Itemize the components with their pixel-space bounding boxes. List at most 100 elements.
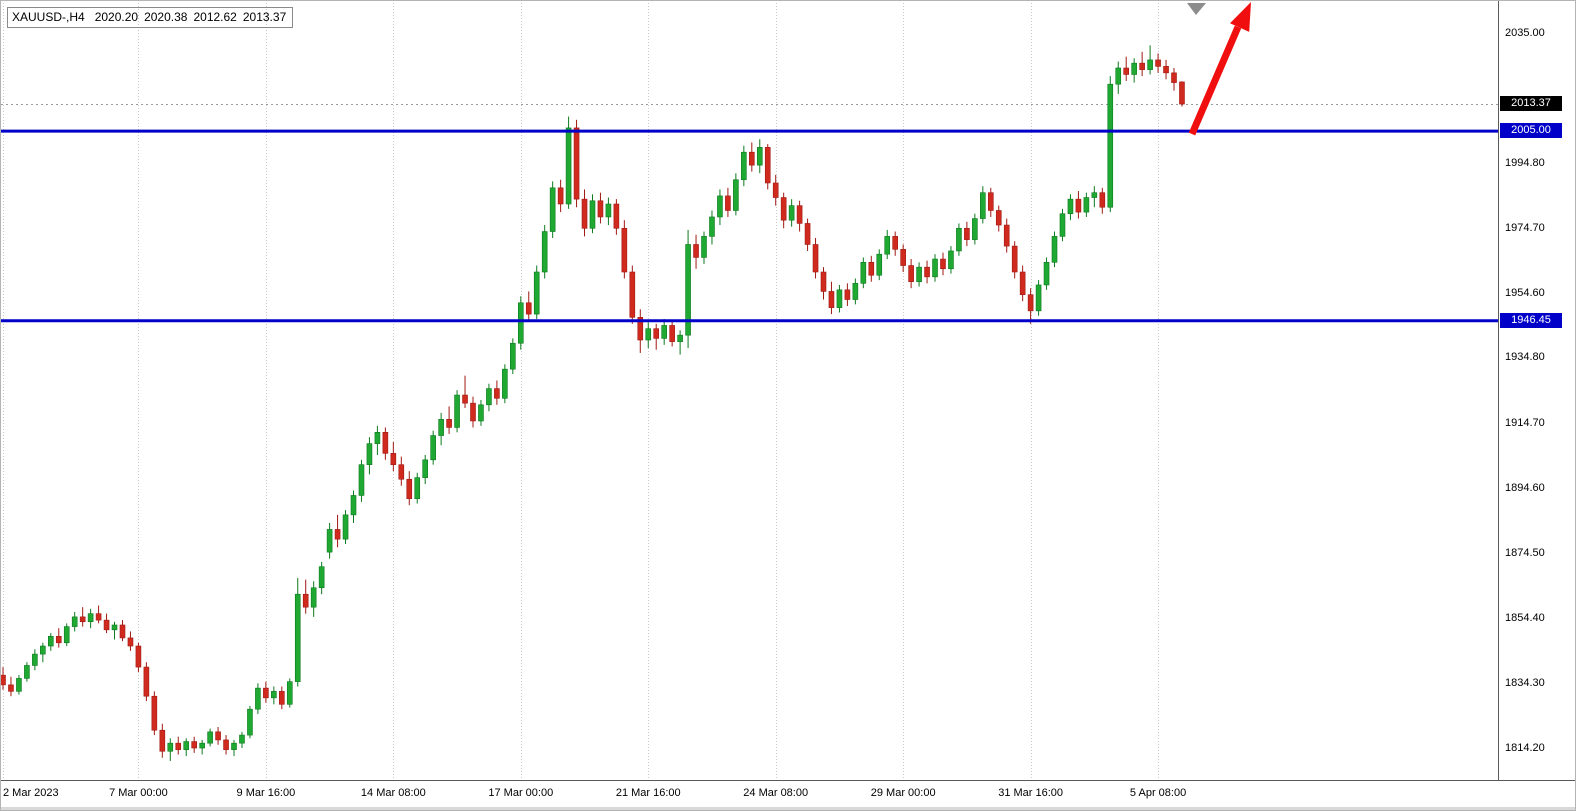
candle (924, 260, 930, 284)
trend-arrow-annotation[interactable] (1188, 2, 1251, 136)
candle (486, 383, 492, 412)
candle (294, 578, 301, 687)
price-tick-label: 1974.70 (1505, 222, 1545, 235)
candle (79, 607, 86, 627)
candle (16, 675, 22, 695)
candle (374, 425, 381, 455)
candle (446, 406, 452, 434)
candle (780, 192, 787, 229)
resistance-line-price-label: 2005.00 (1500, 123, 1562, 139)
candle (788, 199, 795, 227)
candle (1179, 81, 1185, 107)
candle (669, 320, 675, 347)
price-tick-label: 1914.70 (1505, 416, 1545, 429)
gray-triangle-marker (1187, 3, 1206, 15)
candle (597, 192, 604, 224)
candle (326, 522, 333, 559)
candle (1163, 59, 1169, 80)
candle (159, 723, 166, 758)
candle (1123, 56, 1130, 81)
window-bottom-edge (1, 807, 1575, 810)
candle (820, 267, 827, 300)
price-tick-label: 1814.20 (1505, 741, 1545, 754)
price-tick-label: 1874.50 (1505, 546, 1545, 559)
candle (127, 631, 134, 651)
candle (589, 194, 596, 234)
candle (629, 265, 636, 324)
support-line-price-label: 1946.45 (1500, 312, 1562, 328)
candle (581, 189, 588, 237)
candle (350, 490, 357, 523)
candle (462, 375, 468, 409)
candle (876, 249, 883, 281)
trend-arrow-shaft (1188, 25, 1242, 136)
price-tick-label: 1934.80 (1505, 351, 1545, 364)
price-tick-label: 1994.80 (1505, 157, 1545, 170)
candle (573, 119, 580, 208)
candle (557, 179, 564, 213)
candle (1091, 186, 1098, 208)
candle (980, 186, 986, 224)
candle (1115, 61, 1122, 94)
candle (733, 173, 739, 216)
date-tick-label: 24 Mar 08:00 (743, 787, 809, 799)
time-axis[interactable]: 2 Mar 2023 7 Mar 00:00 9 Mar 16:00 14 Mar 0… (1, 780, 1575, 807)
candlestick-chart-canvas[interactable] (1, 1, 1576, 780)
candle (605, 197, 612, 226)
candle (183, 738, 190, 757)
candle (95, 605, 102, 624)
candle (103, 613, 110, 634)
candle (478, 399, 484, 426)
candle (366, 437, 373, 475)
candle (191, 736, 197, 753)
candle (677, 330, 683, 355)
candle (390, 442, 397, 472)
candle (358, 459, 365, 502)
candle (517, 296, 524, 350)
candle (430, 430, 436, 465)
candle (1083, 192, 1090, 217)
candle (613, 199, 620, 235)
candle (709, 210, 715, 245)
candle (239, 731, 245, 749)
candle (1131, 58, 1137, 83)
candle (987, 187, 994, 217)
candle (741, 145, 747, 187)
candle (948, 246, 954, 274)
date-tick-label: 7 Mar 00:00 (109, 787, 168, 799)
candle (422, 454, 428, 485)
date-tick-label: 17 Mar 00:00 (488, 787, 554, 799)
candle (852, 278, 859, 305)
candle (1147, 45, 1153, 75)
candle (271, 686, 277, 705)
date-tick-label: 21 Mar 16:00 (615, 787, 681, 799)
candle (1, 667, 6, 690)
price-tick-label: 1854.40 (1505, 611, 1545, 624)
candle (693, 234, 699, 269)
candle (956, 223, 962, 256)
candle (470, 396, 476, 428)
candle (1011, 241, 1018, 279)
candle (685, 229, 691, 349)
price-axis[interactable]: 2013.37 2005.00 1946.45 2035.00 1994.80 19… (1499, 1, 1575, 780)
candle (932, 254, 938, 282)
candle (653, 323, 660, 350)
candle (167, 738, 174, 761)
candle (310, 581, 317, 617)
candle (119, 620, 126, 642)
candle (207, 728, 213, 747)
candles-layer (1, 45, 1185, 761)
candle (47, 633, 54, 651)
candle (502, 364, 508, 404)
candle (398, 456, 405, 486)
candle (804, 218, 811, 251)
candle (8, 676, 14, 697)
candle (87, 608, 94, 629)
candle (533, 265, 540, 319)
candle (24, 662, 30, 682)
candle (63, 623, 70, 647)
candle (1067, 194, 1074, 221)
candle (71, 612, 78, 632)
price-tick-label: 1954.60 (1505, 287, 1545, 300)
